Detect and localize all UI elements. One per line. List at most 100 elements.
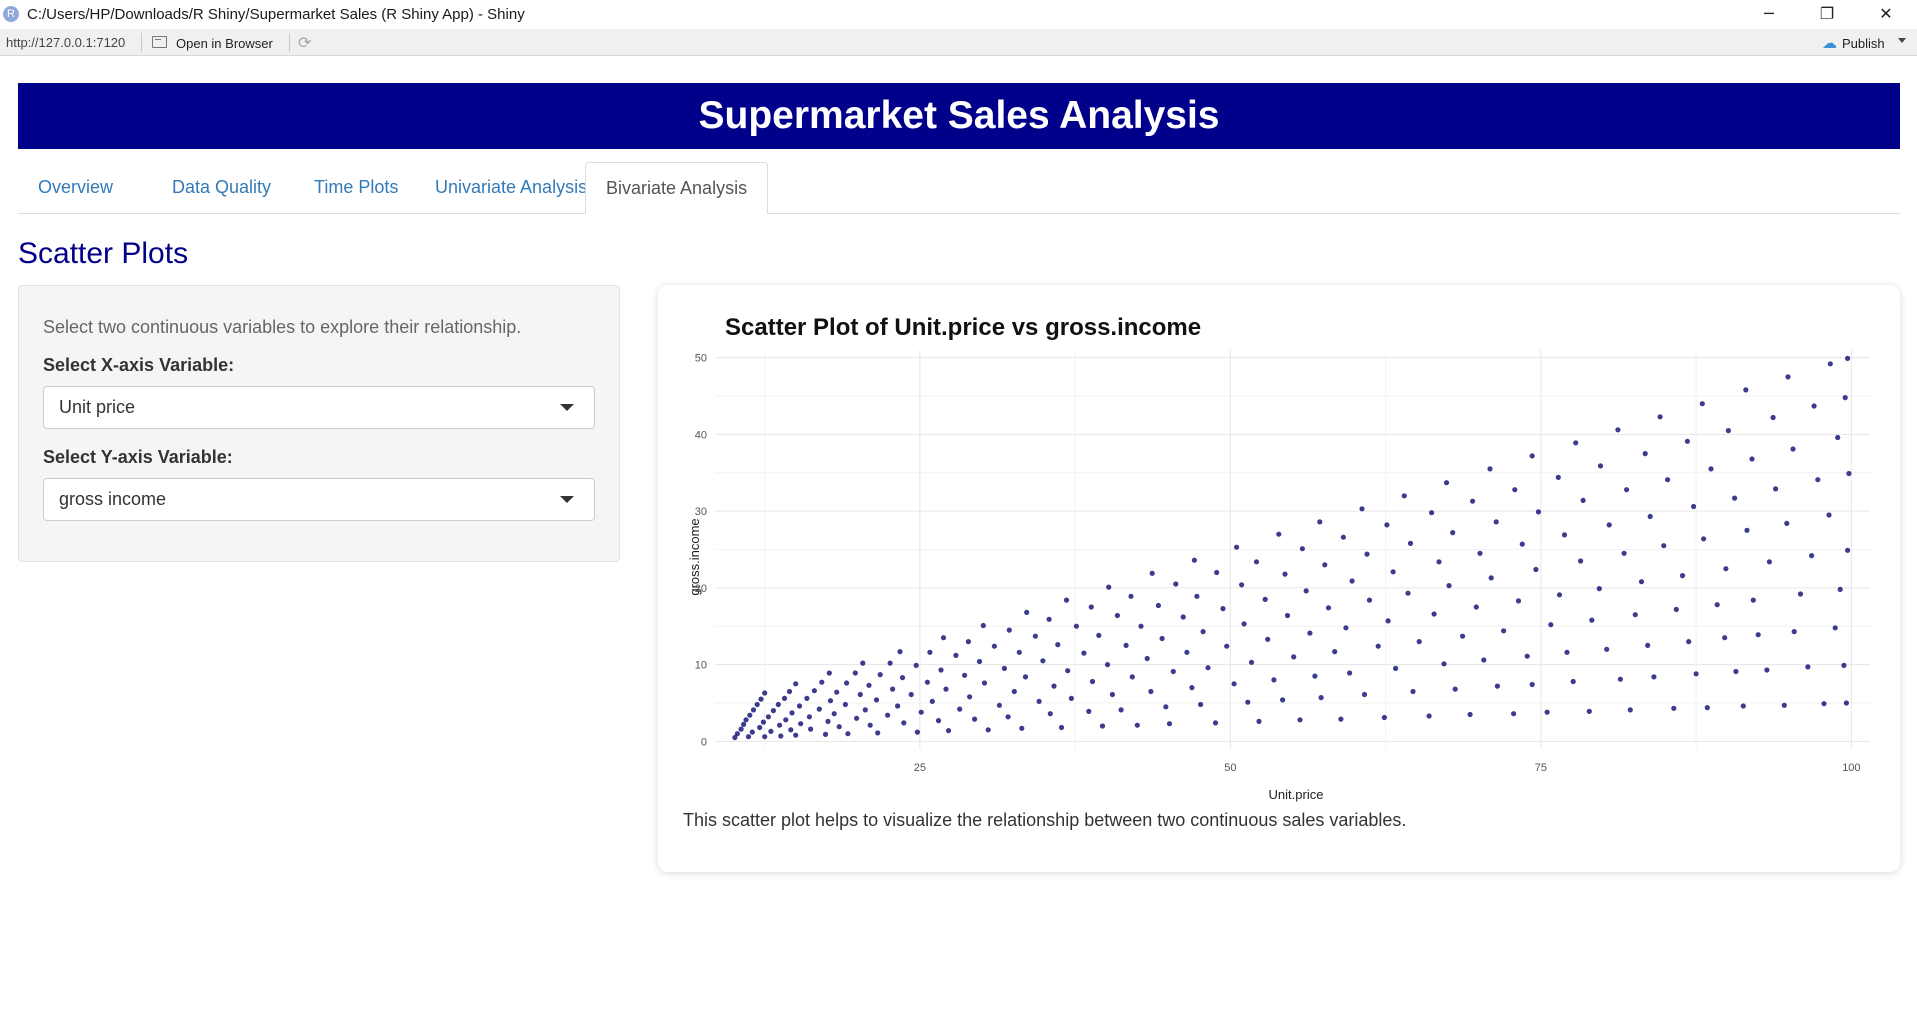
caret-down-icon (560, 404, 574, 411)
scatter-point (1638, 579, 1645, 585)
scatter-point (1524, 653, 1530, 659)
scatter-point (1393, 665, 1399, 671)
scatter-point (935, 718, 942, 724)
scatter-point (981, 680, 988, 686)
scatter-point (901, 720, 907, 726)
scatter-point (754, 701, 760, 708)
scatter-point (1384, 522, 1390, 528)
scatter-point (822, 731, 829, 737)
scatter-point (1173, 581, 1179, 587)
scatter-point (1343, 625, 1349, 631)
sidebar-description: Select two continuous variables to explo… (43, 317, 522, 337)
scatter-point (1811, 403, 1817, 409)
scatter-point (1081, 650, 1087, 656)
scatter-point (887, 660, 893, 666)
scatter-point (854, 715, 860, 721)
scatter-point (1535, 509, 1541, 515)
scatter-point (1299, 546, 1305, 552)
scatter-point (860, 660, 866, 666)
scatter-point (798, 721, 804, 727)
scatter-point (1570, 678, 1576, 685)
scatter-point (1723, 566, 1729, 572)
y-tick-label: 30 (695, 506, 707, 518)
scatter-point (765, 714, 771, 720)
scatter-point (1129, 674, 1135, 680)
close-button[interactable]: ✕ (1879, 4, 1893, 23)
r-logo-icon: R (3, 6, 19, 22)
scatter-point (1460, 633, 1466, 639)
scatter-point (1163, 704, 1169, 710)
x-axis-label: Select X-axis Variable: (43, 355, 235, 375)
scatter-point (1280, 697, 1286, 703)
scatter-point (775, 701, 781, 708)
publish-icon[interactable]: ☁ (1822, 34, 1837, 52)
scatter-point (844, 680, 850, 686)
scatter-point (1194, 593, 1200, 599)
grid-lines (715, 350, 1870, 749)
scatter-point (1149, 570, 1155, 576)
scatter-point (980, 622, 986, 629)
scatter-point (1784, 520, 1790, 526)
scatter-point (1166, 721, 1173, 727)
scatter-point (1573, 440, 1579, 446)
scatter-point (1134, 722, 1140, 728)
scatter-point (1704, 705, 1710, 711)
scatter-point (1104, 662, 1111, 668)
window-title: C:/Users/HP/Downloads/R Shiny/Supermarke… (27, 6, 525, 23)
publish-button[interactable]: Publish (1842, 36, 1885, 51)
y-axis-title: gross.income (687, 518, 702, 595)
minimize-button[interactable]: ─ (1764, 4, 1774, 23)
scatter-point (1239, 582, 1245, 588)
maximize-button[interactable]: ❐ (1819, 4, 1835, 23)
scatter-point (1401, 493, 1407, 499)
tab-time-plots[interactable]: Time Plots (314, 177, 399, 197)
y-tick-label: 20 (695, 583, 707, 595)
scatter-point (1642, 451, 1648, 457)
scatter-point (1407, 540, 1414, 546)
scatter-point (1679, 573, 1686, 579)
tab-data-quality[interactable]: Data Quality (172, 177, 272, 197)
scatter-point (852, 670, 858, 676)
scatter-point (743, 717, 749, 723)
refresh-icon[interactable]: ⟳ (298, 33, 312, 52)
scatter-point (1446, 583, 1452, 589)
scatter-point (873, 697, 880, 703)
scatter-point (1714, 602, 1720, 608)
scatter-point (1651, 674, 1657, 680)
scatter-point (1312, 673, 1318, 679)
scatter-point (741, 721, 747, 727)
scatter-point (1032, 633, 1038, 639)
scatter-point (962, 672, 968, 678)
scatter-point (768, 728, 774, 734)
scatter-point (1106, 584, 1112, 590)
tab-univariate-analysis[interactable]: Univariate Analysis (435, 177, 588, 197)
y-axis-label: Select Y-axis Variable: (43, 447, 233, 467)
x-axis-select[interactable]: Unit price (43, 386, 595, 429)
scatter-point (957, 706, 963, 712)
url-text[interactable]: http://127.0.0.1:7120 (6, 35, 126, 50)
scatter-point (924, 679, 930, 685)
scatter-point (1556, 592, 1563, 598)
scatter-point (1180, 614, 1186, 620)
scatter-point (1282, 571, 1288, 577)
scatter-point (749, 729, 755, 735)
scatter-point (827, 698, 834, 704)
scatter-point (1047, 711, 1053, 717)
scatter-point (1580, 497, 1586, 503)
scatter-point (1231, 681, 1237, 687)
tab-overview[interactable]: Overview (38, 177, 114, 197)
open-in-browser-icon[interactable] (152, 36, 167, 48)
publish-dropdown-icon[interactable] (1898, 38, 1906, 43)
y-axis-select[interactable]: gross income (43, 478, 595, 521)
scatter-point (1740, 703, 1746, 709)
tab-bivariate-analysis[interactable]: Bivariate Analysis (585, 162, 769, 214)
scatter-point (996, 702, 1002, 708)
scatter-point (1099, 723, 1106, 729)
scatter-point (1159, 635, 1165, 642)
scatter-point (1578, 558, 1584, 564)
scatter-point (1248, 659, 1255, 665)
scatter-point (1123, 642, 1129, 648)
scatter-point (1821, 701, 1827, 707)
scatter-point (1068, 695, 1074, 701)
open-in-browser-button[interactable]: Open in Browser (176, 36, 273, 51)
